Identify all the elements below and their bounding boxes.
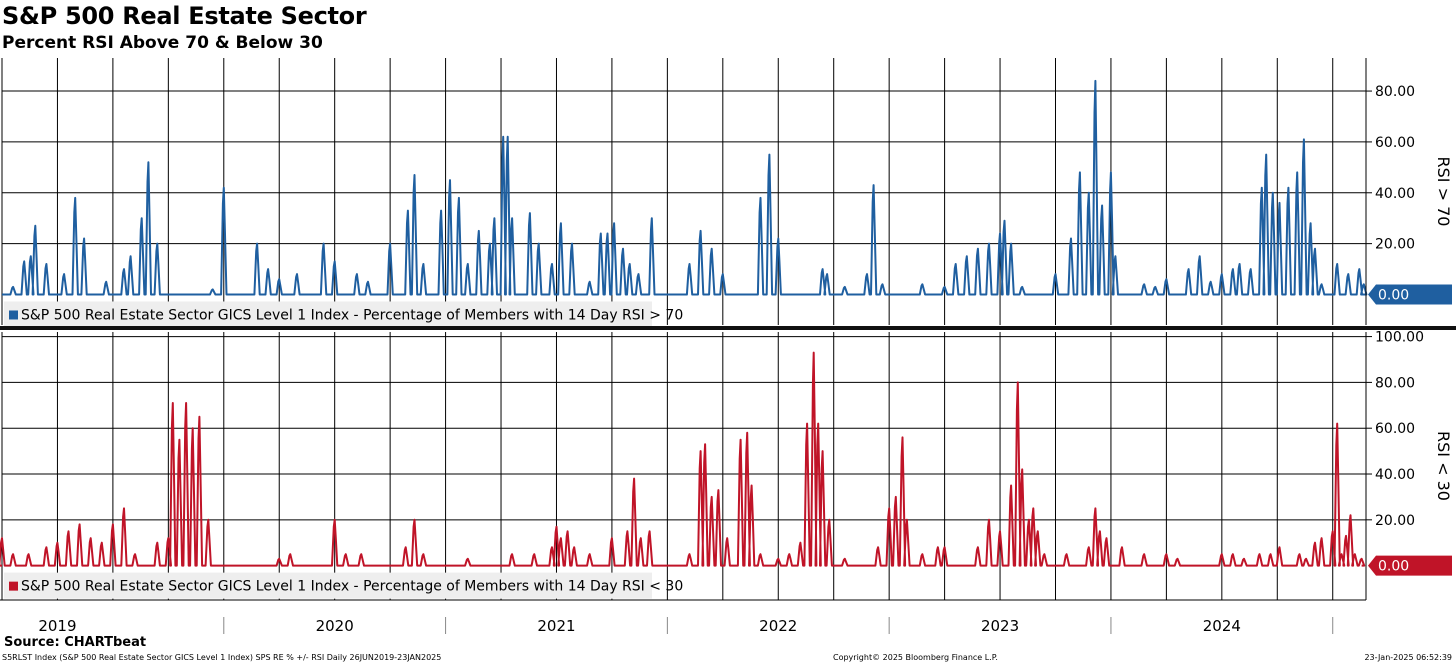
x-axis: 2019 2020 2021 2022 2023 2024 (38, 617, 1334, 635)
grid (1, 58, 1366, 600)
chart-subtitle: Percent RSI Above 70 & Below 30 (2, 33, 323, 53)
x-year-label: 2020 (316, 617, 354, 635)
y-tick-label: 60.00 (1375, 135, 1415, 151)
y-tick-label: 80.00 (1375, 84, 1415, 100)
chart-title: S&P 500 Real Estate Sector (2, 2, 367, 30)
x-year-label: 2021 (537, 617, 575, 635)
lower-panel: 20.00 40.00 60.00 80.00 100.00 S&P 500 Real E… (0, 330, 1453, 599)
legend-swatch (9, 310, 18, 320)
frame (0, 58, 1456, 601)
legend-swatch (9, 581, 18, 591)
legend-box (4, 572, 652, 599)
panel-divider (0, 326, 1456, 330)
y-tick-label: 100.00 (1375, 330, 1424, 346)
y-axis-title: RSI > 70 (1434, 157, 1453, 227)
x-year-label: 2024 (1203, 617, 1241, 635)
legend-label: S&P 500 Real Estate Sector GICS Level 1 … (21, 307, 683, 323)
last-value-tag (1368, 284, 1452, 305)
y-tick-label: 60.00 (1375, 421, 1415, 437)
upper-series-line (2, 79, 1368, 296)
footer-timestamp: 23-Jan-2025 06:52:39 (1364, 653, 1452, 662)
last-value-label: 0.00 (1378, 287, 1409, 303)
footer-ticker-info: S5RLST Index (S&P 500 Real Estate Sector… (2, 653, 442, 662)
y-tick-label: 20.00 (1375, 237, 1415, 253)
y-tick-label: 40.00 (1375, 186, 1415, 202)
source-label: Source: CHARTbeat (4, 635, 147, 650)
lower-series-line (0, 351, 1366, 567)
y-tick-label: 40.00 (1375, 467, 1415, 483)
last-value-label: 0.00 (1378, 559, 1409, 575)
last-value-tag (1368, 555, 1452, 576)
upper-panel: 20.00 40.00 60.00 80.00 S&P 500 Real Estate … (2, 79, 1453, 328)
y-axis-title: RSI < 30 (1434, 431, 1453, 501)
legend-box (4, 301, 652, 328)
y-tick-label: 20.00 (1375, 513, 1415, 529)
x-year-label: 2019 (38, 617, 76, 635)
x-year-label: 2022 (759, 617, 797, 635)
legend-label: S&P 500 Real Estate Sector GICS Level 1 … (21, 579, 683, 595)
y-tick-label: 80.00 (1375, 375, 1415, 391)
footer-copyright: Copyright© 2025 Bloomberg Finance L.P. (833, 653, 998, 662)
x-year-label: 2023 (981, 617, 1019, 635)
